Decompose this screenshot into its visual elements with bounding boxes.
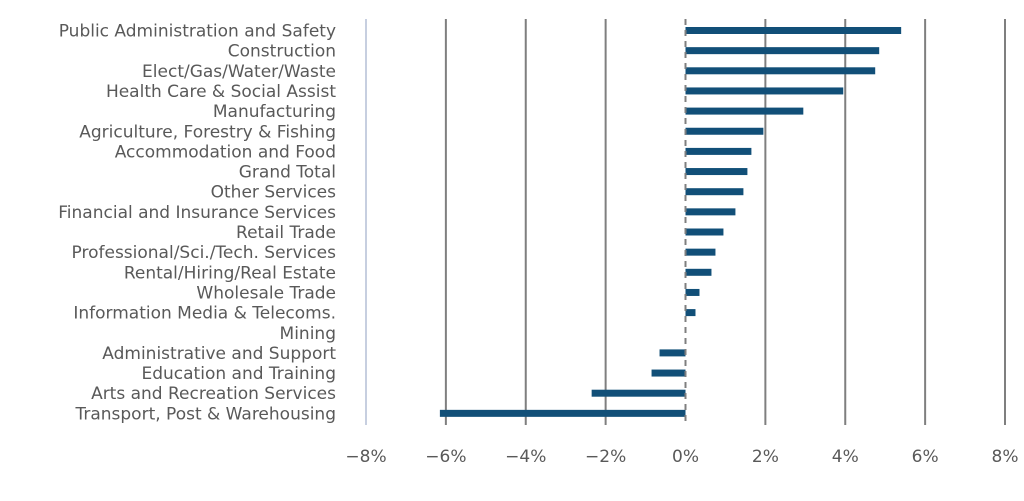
category-label: Public Administration and Safety (59, 22, 336, 42)
category-label: Elect/Gas/Water/Waste (142, 62, 336, 82)
bar (685, 67, 876, 75)
bar (685, 268, 712, 276)
x-tick-label: 2% (752, 447, 779, 467)
bar (685, 127, 764, 135)
x-tick-label: −6% (425, 447, 466, 467)
bar (591, 389, 686, 397)
bar (685, 208, 736, 216)
bar (685, 168, 748, 176)
bar (685, 47, 880, 55)
bar (685, 87, 844, 95)
bar (651, 369, 686, 377)
category-label: Construction (228, 42, 336, 62)
bar (659, 349, 686, 357)
category-label: Arts and Recreation Services (91, 384, 336, 404)
category-label: Agriculture, Forestry & Fishing (79, 122, 336, 142)
bar (685, 288, 700, 296)
category-label: Administrative and Support (102, 344, 336, 364)
category-label: Transport, Post & Warehousing (74, 404, 336, 424)
x-tick-label: 8% (992, 447, 1019, 467)
x-tick-labels: −8% −6% −4% −2% 0% 2% 4% 6% 8% (345, 447, 1018, 467)
category-label: Financial and Insurance Services (58, 203, 336, 223)
bars (439, 27, 902, 417)
category-label: Grand Total (239, 163, 336, 183)
category-label: Wholesale Trade (196, 283, 336, 303)
category-label: Education and Training (141, 364, 336, 384)
category-labels: Public Administration and SafetyConstruc… (58, 22, 336, 425)
bar (685, 147, 752, 155)
bar (685, 27, 902, 34)
category-label: Retail Trade (236, 223, 336, 243)
category-label: Mining (280, 324, 336, 344)
x-tick-label: 4% (832, 447, 859, 467)
category-label: Other Services (211, 183, 337, 203)
x-tick-label: −8% (345, 447, 386, 467)
x-tick-label: 6% (912, 447, 939, 467)
category-label: Professional/Sci./Tech. Services (72, 243, 337, 263)
category-label: Accommodation and Food (115, 142, 336, 162)
x-tick-label: −4% (505, 447, 546, 467)
category-label: Manufacturing (213, 102, 336, 122)
x-tick-label: −2% (585, 447, 626, 467)
category-label: Rental/Hiring/Real Estate (124, 263, 336, 283)
bar (685, 107, 804, 115)
bar (685, 248, 716, 256)
bar (685, 309, 696, 317)
bar (439, 409, 686, 417)
category-label: Health Care & Social Assist (106, 82, 336, 102)
bar (685, 188, 744, 196)
gridlines (365, 19, 1006, 425)
bar (685, 228, 724, 236)
x-tick-label: 0% (672, 447, 699, 467)
category-label: Information Media & Telecoms. (73, 304, 336, 324)
